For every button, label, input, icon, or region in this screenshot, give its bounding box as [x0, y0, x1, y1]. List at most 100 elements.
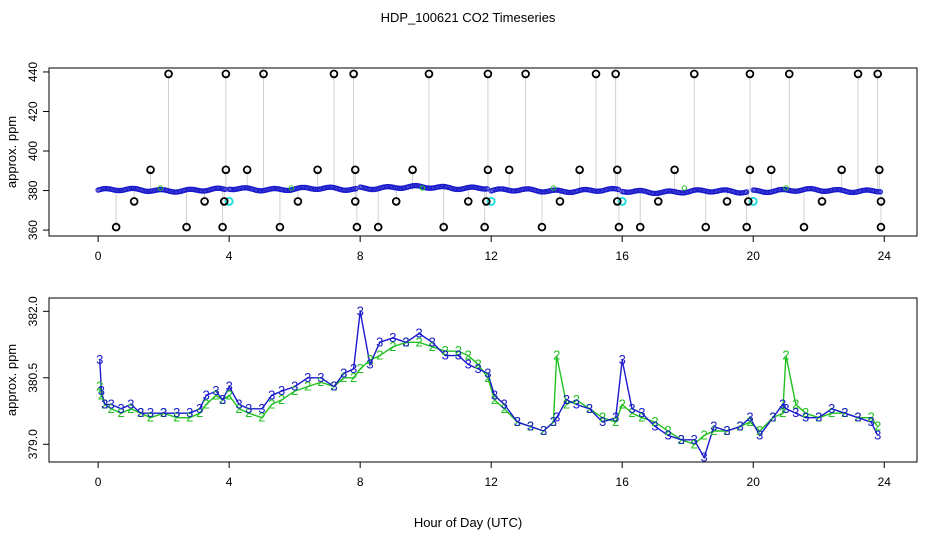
top-flag-point [111, 222, 121, 232]
bottom-series-marker-3: 3 [514, 414, 521, 429]
bottom-series-marker-3: 3 [599, 414, 606, 429]
bottom-series-marker-3: 3 [465, 357, 472, 372]
top-flag-point [817, 197, 827, 206]
top-flag-point [875, 165, 884, 175]
bottom-series-marker-2: 2 [599, 410, 606, 425]
top-flag-point [483, 165, 493, 175]
bottom-series-marker-2: 2 [841, 405, 848, 420]
bottom-series-marker-3: 3 [415, 326, 422, 341]
bottom-series-marker-2: 2 [619, 396, 626, 411]
bottom-series-marker-2: 2 [278, 392, 285, 407]
top-flag-point [439, 222, 448, 232]
top-flag-point [221, 165, 231, 175]
bottom-series-marker-2: 2 [746, 414, 753, 429]
top-flag-point [784, 69, 794, 79]
bottom-series-marker-2: 2 [350, 370, 357, 385]
bottom-series-marker-3: 3 [573, 396, 580, 411]
bottom-series-marker-3: 3 [491, 388, 498, 403]
bottom-series-marker-3: 3 [127, 396, 134, 411]
top-data-point-green [288, 185, 295, 191]
top-y-tick-label: 420 [26, 101, 40, 121]
bottom-series-marker-3: 3 [402, 334, 409, 349]
bottom-series-marker-2: 2 [291, 383, 298, 398]
top-x-tick-label: 0 [95, 249, 102, 263]
bottom-series-marker-2: 2 [779, 405, 786, 420]
bottom-series-marker-2: 2 [612, 414, 619, 429]
bottom-series-marker-2: 2 [96, 379, 103, 394]
bottom-series-marker-3: 3 [245, 401, 252, 416]
bottom-series-marker-3: 3 [137, 405, 144, 420]
bottom-series-marker-3: 3 [474, 361, 481, 376]
top-flag-point [221, 69, 231, 79]
bottom-series-marker-3: 3 [746, 410, 753, 425]
bottom-series-marker-3: 3 [173, 405, 180, 420]
bottom-points: 222 2 2 2 2 2 2 2 2 222 2 22 2 22 22 2 2 22 222 22 2 2 2 2 2 2222… [96, 303, 881, 464]
bottom-series-marker-3: 3 [815, 410, 822, 425]
top-flag-point [635, 222, 645, 232]
bottom-series-marker-3: 3 [389, 330, 396, 345]
bottom-series-marker-3: 3 [268, 388, 275, 403]
bottom-series-marker-2: 2 [219, 392, 226, 407]
top-flag-point [745, 165, 755, 175]
top-flag-point [424, 69, 434, 79]
top-flag-point [200, 197, 209, 206]
top-flag-point [504, 165, 514, 175]
bottom-series-marker-3: 3 [651, 419, 658, 434]
bottom-series-marker-2: 2 [874, 419, 881, 434]
bottom-series-marker-2: 2 [638, 410, 645, 425]
top-flag-point [182, 222, 191, 232]
bottom-series-marker-3: 3 [540, 423, 547, 438]
bottom-series-marker-3: 3 [203, 388, 210, 403]
bottom-series-marker-2: 2 [678, 432, 685, 447]
bottom-series-marker-3: 3 [212, 383, 219, 398]
bottom-series-marker-3: 3 [366, 357, 373, 372]
bottom-series-marker-2: 2 [782, 348, 789, 363]
bottom-series-marker-3: 3 [723, 423, 730, 438]
bottom-series-marker-3: 3 [710, 419, 717, 434]
bottom-series-marker-2: 2 [366, 352, 373, 367]
bottom-series-marker-2: 2 [317, 374, 324, 389]
top-flag-point [614, 222, 624, 232]
top-flag-point [742, 222, 751, 232]
bottom-series-marker-3: 3 [117, 401, 124, 416]
top-flag-point [555, 197, 565, 206]
bottom-series-marker-2: 2 [268, 396, 275, 411]
top-flag-point [611, 69, 620, 79]
bottom-series-marker-3: 3 [278, 383, 285, 398]
bottom-series-marker-2: 2 [691, 436, 698, 451]
bottom-series-marker-3: 3 [678, 432, 685, 447]
top-flag-point [408, 165, 417, 175]
top-flag-point [612, 197, 622, 206]
bottom-y-axis-label: approx. ppm [4, 344, 19, 416]
bottom-series-marker-2: 2 [474, 357, 481, 372]
bottom-series-marker-3: 3 [429, 334, 436, 349]
top-flag-point [876, 197, 886, 206]
top-plot-frame [48, 67, 918, 237]
bottom-series-marker-3: 3 [736, 419, 743, 434]
bottom-series-marker-2: 2 [527, 419, 534, 434]
top-panel: 0 4 8 12 16 20 24 360 380 400 420 440 approx. ppm [4, 62, 918, 263]
bottom-series-marker-2: 2 [160, 405, 167, 420]
bottom-series-marker-2: 2 [203, 396, 210, 411]
bottom-series-marker-2: 2 [815, 410, 822, 425]
bottom-series-marker-2: 2 [710, 423, 717, 438]
bottom-series-marker-2: 2 [854, 410, 861, 425]
bottom-series-line-3 [99, 311, 879, 460]
top-flag-point [293, 197, 303, 206]
bottom-series-marker-3: 3 [828, 401, 835, 416]
bottom-x-tick-label: 0 [95, 475, 102, 489]
bottom-series-marker-3: 3 [317, 370, 324, 385]
top-cyan-point [748, 196, 758, 206]
top-flag-point [537, 222, 547, 232]
bottom-series-marker-2: 2 [828, 405, 835, 420]
bottom-series-marker-3: 3 [98, 383, 105, 398]
bottom-series-marker-3: 3 [330, 379, 337, 394]
top-data-point [877, 189, 883, 195]
top-flag-point [612, 165, 622, 175]
bottom-series-marker-3: 3 [186, 405, 193, 420]
top-data-point [484, 186, 490, 192]
bottom-series-marker-2: 2 [628, 405, 635, 420]
bottom-series-marker-3: 3 [792, 405, 799, 420]
bottom-series-marker-3: 3 [350, 361, 357, 376]
